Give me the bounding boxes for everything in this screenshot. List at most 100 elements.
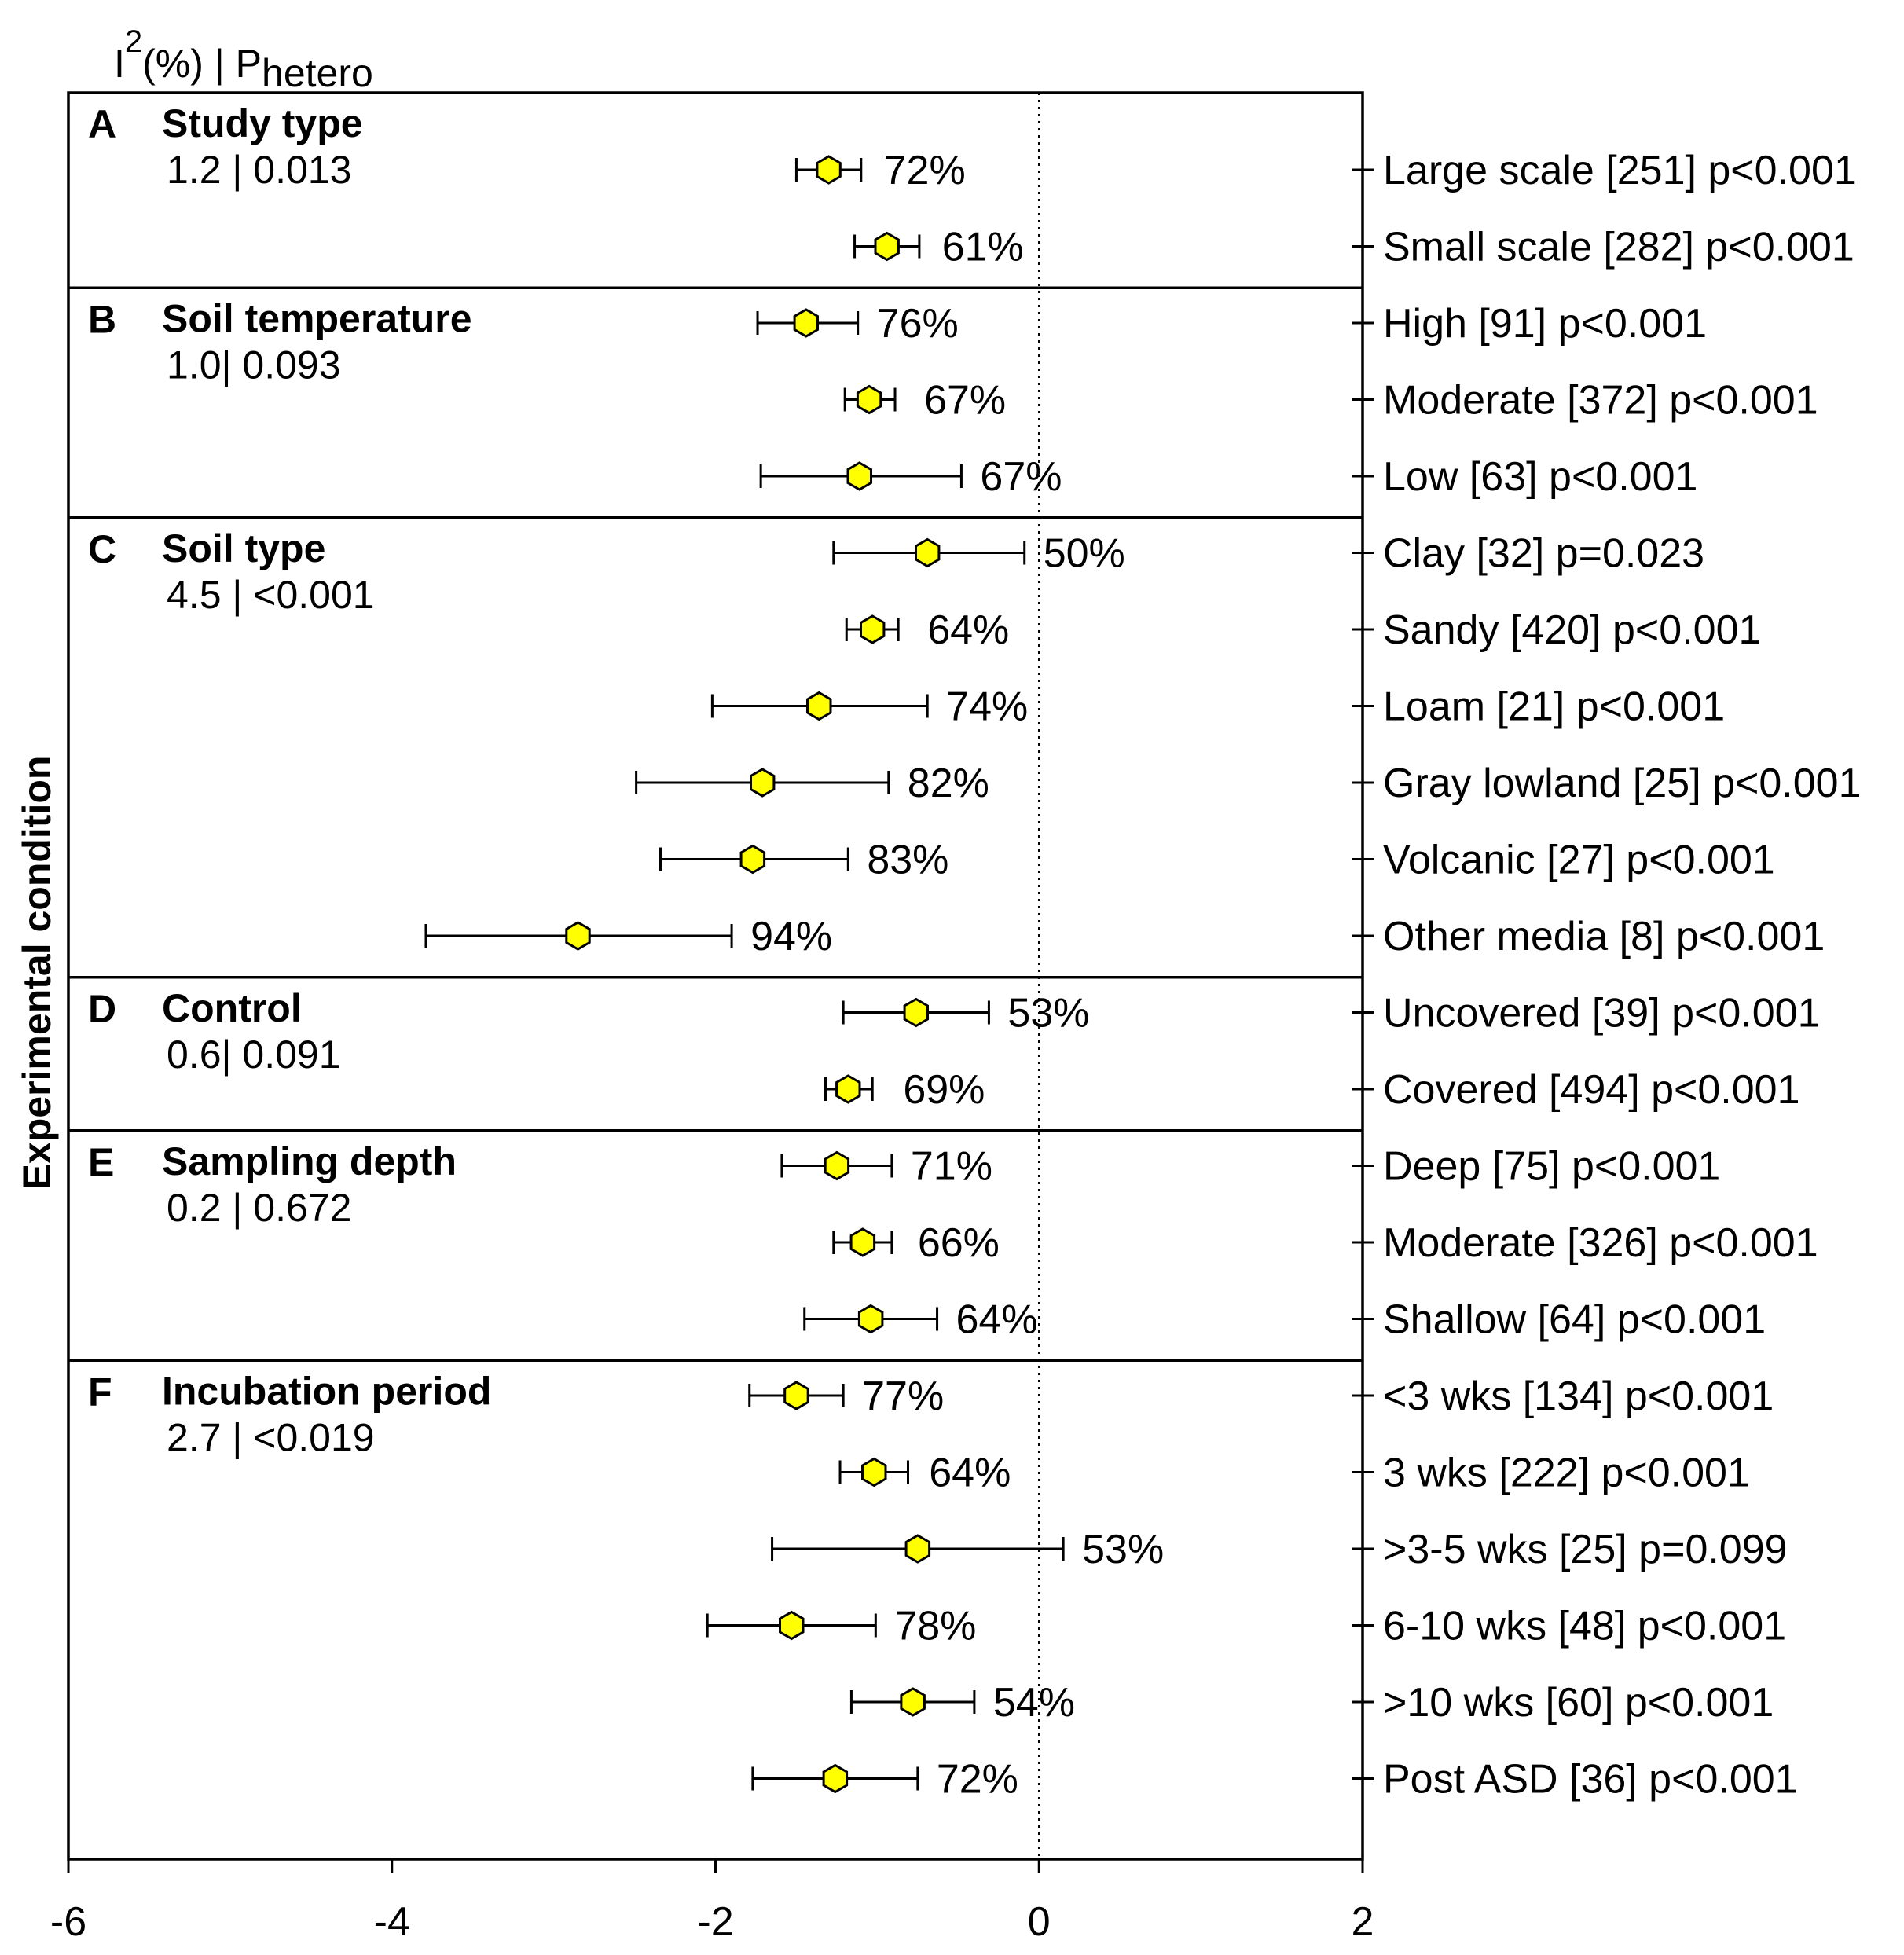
row-label: >3-5 wks [25] p=0.099 <box>1383 1527 1788 1572</box>
data-row: 67% Low [63] p<0.001 <box>759 454 1697 500</box>
effect-marker <box>793 308 819 338</box>
i2-label: 54% <box>993 1680 1075 1726</box>
data-row: 69% Covered [494] p<0.001 <box>824 1067 1800 1113</box>
row-label: 6-10 wks [48] p<0.001 <box>1383 1604 1786 1649</box>
y-axis-title: Experimental condition <box>15 756 59 1190</box>
effect-marker <box>783 1381 809 1410</box>
group-title-C: Soil type <box>162 526 325 570</box>
data-row: 78% 6-10 wks [48] p<0.001 <box>706 1604 1786 1649</box>
row-label: Uncovered [39] p<0.001 <box>1383 991 1821 1036</box>
effect-marker <box>903 997 929 1028</box>
i2-label: 50% <box>1044 531 1125 577</box>
i2-label: 77% <box>862 1374 944 1419</box>
effect-marker <box>806 691 832 721</box>
i2-label: 69% <box>903 1067 985 1113</box>
row-label: Shallow [64] p<0.001 <box>1383 1297 1766 1343</box>
header-part-1: 2 <box>125 24 142 59</box>
i2-label: 76% <box>877 301 959 347</box>
group-letter-F: F <box>88 1370 112 1414</box>
heterogeneity-header: I2(%) | Phetero <box>114 24 373 95</box>
i2-label: 94% <box>750 914 832 959</box>
effect-marker <box>861 1457 887 1487</box>
data-row: 50% Clay [32] p=0.023 <box>832 531 1704 577</box>
i2-label: 74% <box>946 684 1028 730</box>
group-title-B: Soil temperature <box>162 296 472 340</box>
data-row: 53% Uncovered [39] p<0.001 <box>842 991 1821 1036</box>
i2-label: 67% <box>924 378 1006 424</box>
data-row: 67% Moderate [372] p<0.001 <box>843 378 1818 424</box>
i2-label: 64% <box>927 607 1009 653</box>
i2-label: 71% <box>911 1144 992 1190</box>
i2-label: 61% <box>942 225 1024 270</box>
i2-label: 72% <box>937 1757 1018 1803</box>
data-row: 77% <3 wks [134] p<0.001 <box>748 1374 1774 1419</box>
group-stats-B: 1.0| 0.093 <box>167 343 341 387</box>
group-letter-C: C <box>88 527 116 571</box>
row-label: Covered [494] p<0.001 <box>1383 1067 1800 1113</box>
effect-marker <box>816 155 842 185</box>
row-label: Small scale [282] p<0.001 <box>1383 225 1854 270</box>
i2-label: 83% <box>867 838 948 883</box>
row-label: High [91] p<0.001 <box>1383 301 1707 347</box>
row-label: >10 wks [60] p<0.001 <box>1383 1680 1774 1726</box>
group-stats-E: 0.2 | 0.672 <box>167 1186 351 1230</box>
data-row: 53% >3-5 wks [25] p=0.099 <box>771 1527 1788 1572</box>
i2-label: 66% <box>918 1220 1000 1266</box>
data-row: 66% Moderate [326] p<0.001 <box>832 1220 1818 1266</box>
x-tick-label: -2 <box>697 1899 733 1945</box>
data-row: 64% 3 wks [222] p<0.001 <box>838 1451 1750 1496</box>
row-label: Loam [21] p<0.001 <box>1383 684 1725 730</box>
i2-label: 82% <box>908 761 989 806</box>
i2-label: 67% <box>980 454 1062 500</box>
effect-marker <box>856 384 882 415</box>
group-stats-C: 4.5 | <0.001 <box>167 573 375 617</box>
i2-label: 53% <box>1082 1527 1164 1572</box>
effect-marker <box>824 1150 850 1181</box>
effect-marker <box>904 1534 931 1564</box>
effect-marker <box>565 921 591 951</box>
data-row: 94% Other media [8] p<0.001 <box>424 914 1825 959</box>
data-row: 71% Deep [75] p<0.001 <box>780 1144 1720 1190</box>
y-axis-label: Experimental condition <box>15 756 59 1190</box>
effect-marker <box>915 537 941 568</box>
row-label: Large scale [251] p<0.001 <box>1383 148 1857 193</box>
row-label: <3 wks [134] p<0.001 <box>1383 1374 1774 1419</box>
group-letter-B: B <box>88 297 116 341</box>
group-stats-F: 2.7 | <0.019 <box>167 1415 375 1459</box>
i2-label: 64% <box>956 1297 1038 1343</box>
row-label: Post ASD [36] p<0.001 <box>1383 1757 1798 1803</box>
data-row: 82% Gray lowland [25] p<0.001 <box>635 761 1862 806</box>
row-label: 3 wks [222] p<0.001 <box>1383 1451 1750 1496</box>
x-tick-label: 2 <box>1352 1899 1374 1945</box>
data-row: 72% Post ASD [36] p<0.001 <box>751 1757 1798 1803</box>
group-stats-A: 1.2 | 0.013 <box>167 148 351 192</box>
header-part-2: (%) | P <box>142 42 262 86</box>
group-title-D: Control <box>162 986 302 1030</box>
data-row: 61% Small scale [282] p<0.001 <box>853 225 1854 270</box>
header-part-0: I <box>114 42 125 86</box>
row-label: Low [63] p<0.001 <box>1383 454 1697 500</box>
x-tick-label: -6 <box>50 1899 86 1945</box>
i2-label: 78% <box>894 1604 976 1649</box>
group-letter-A: A <box>88 102 116 146</box>
data-row: 74% Loam [21] p<0.001 <box>710 684 1725 730</box>
effect-marker <box>835 1074 861 1104</box>
row-label: Moderate [372] p<0.001 <box>1383 378 1818 424</box>
group-letter-E: E <box>88 1140 114 1184</box>
group-title-E: Sampling depth <box>162 1139 457 1183</box>
data-row: 72% Large scale [251] p<0.001 <box>794 148 1857 193</box>
i2-label: 53% <box>1007 991 1089 1036</box>
data-rows: 72% Large scale [251] p<0.001 61% Small sca… <box>424 148 1862 1803</box>
row-label: Deep [75] p<0.001 <box>1383 1144 1720 1190</box>
x-tick-label: -4 <box>374 1899 410 1945</box>
effect-marker <box>779 1610 805 1641</box>
row-label: Clay [32] p=0.023 <box>1383 531 1704 577</box>
row-label: Sandy [420] p<0.001 <box>1383 607 1761 653</box>
effect-marker <box>900 1687 926 1717</box>
effect-marker <box>857 1304 884 1334</box>
effect-marker <box>874 231 900 262</box>
group-title-F: Incubation period <box>162 1369 491 1413</box>
data-row: 54% >10 wks [60] p<0.001 <box>849 1680 1774 1726</box>
